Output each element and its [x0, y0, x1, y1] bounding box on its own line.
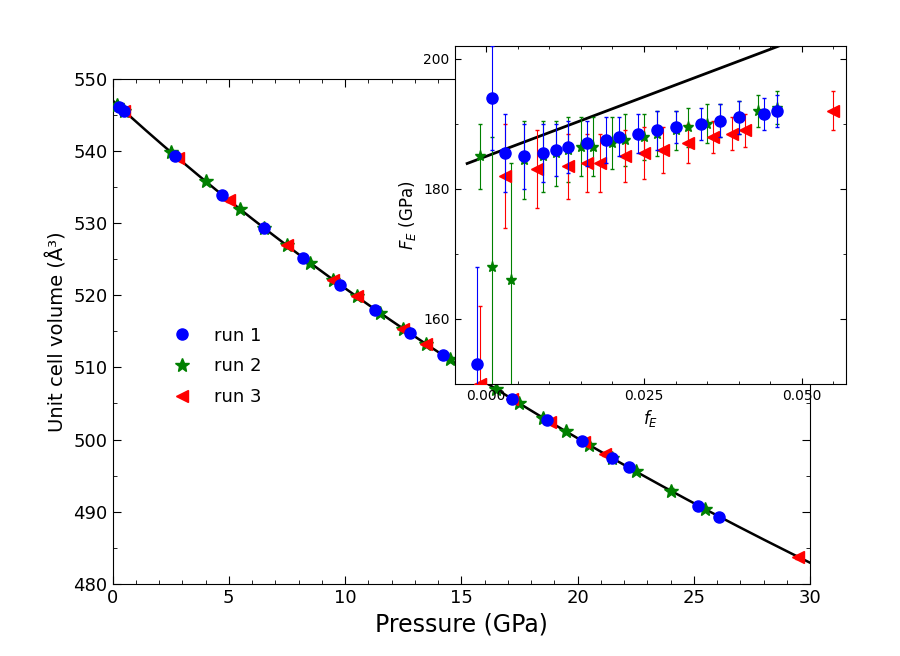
Y-axis label: Unit cell volume (Å³): Unit cell volume (Å³) [47, 231, 68, 432]
X-axis label: Pressure (GPa): Pressure (GPa) [374, 612, 548, 636]
X-axis label: $f_E$: $f_E$ [643, 408, 658, 429]
Y-axis label: $F_E$ (GPa): $F_E$ (GPa) [397, 180, 418, 249]
Legend: run 1, run 2, run 3: run 1, run 2, run 3 [157, 319, 269, 413]
